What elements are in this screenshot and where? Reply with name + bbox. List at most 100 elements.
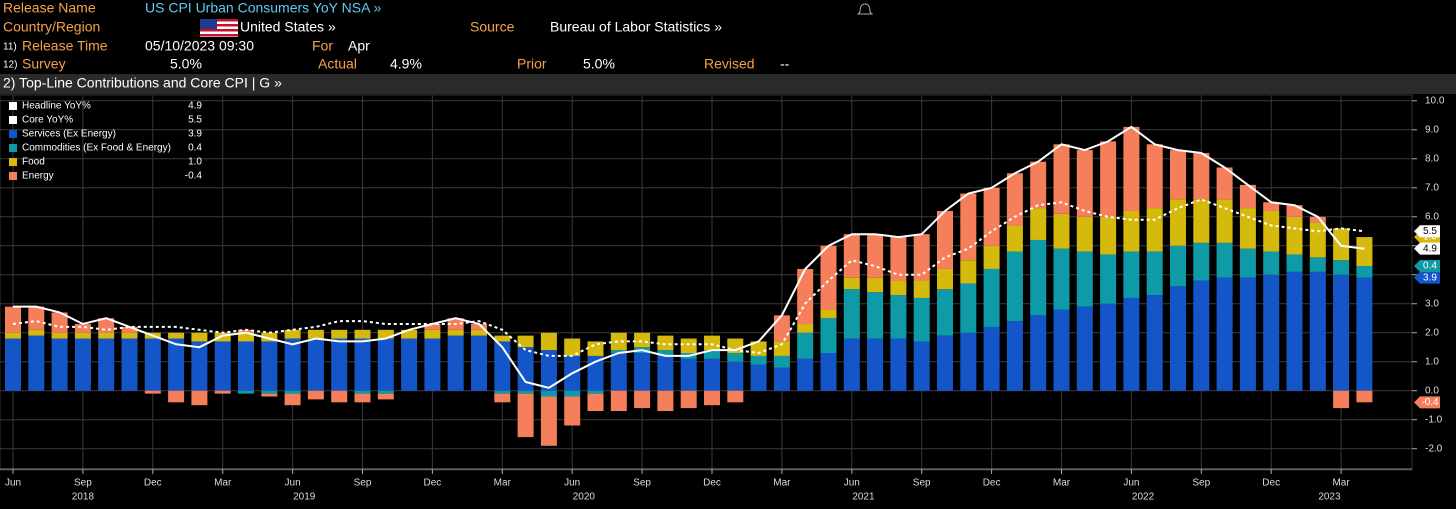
bar-segment <box>261 341 278 391</box>
bar-segment <box>401 338 418 391</box>
bar-segment <box>1123 126 1140 211</box>
bar-segment <box>1100 254 1117 304</box>
y-tick-label: 3.0 <box>1425 298 1439 309</box>
bar-segment <box>540 390 557 397</box>
bar-segment <box>354 393 371 403</box>
release-time-label: Release Time <box>22 38 108 54</box>
bar-segment <box>377 329 394 339</box>
bar-segment <box>377 338 394 391</box>
release-name[interactable]: US CPI Urban Consumers YoY NSA » <box>145 0 382 16</box>
bar-segment <box>704 350 720 359</box>
source[interactable]: Bureau of Labor Statistics » <box>550 19 722 35</box>
legend-label: Services (Ex Energy) <box>22 129 116 140</box>
bar-segment <box>447 329 464 336</box>
bar-segment <box>1030 315 1047 391</box>
bar-segment <box>168 338 185 391</box>
x-tick-label: Sep <box>913 478 931 489</box>
bar-segment <box>1309 271 1326 391</box>
y-tick-label: 7.0 <box>1425 182 1439 193</box>
bar-segment <box>1076 306 1093 391</box>
bar-segment <box>843 338 860 391</box>
legend-swatch <box>9 144 17 152</box>
bar-segment <box>1100 216 1117 255</box>
bar-segment <box>727 353 744 362</box>
bar-segment <box>937 268 953 290</box>
last-value-badge: -0.4 <box>1414 396 1440 409</box>
bar-segment <box>680 338 697 354</box>
bar-segment <box>471 324 487 330</box>
badge-label: 5.5 <box>1423 226 1437 237</box>
bar-segment <box>983 245 1000 269</box>
actual-label: Actual <box>318 56 357 72</box>
y-tick-label: -1.0 <box>1425 414 1443 425</box>
x-tick-label: Sep <box>633 478 651 489</box>
bar-segment <box>5 306 21 333</box>
bar-segment <box>238 390 254 394</box>
bar-segment <box>1146 295 1163 391</box>
bar-segment <box>773 367 790 391</box>
legend-swatch <box>9 172 17 180</box>
bar-segment <box>937 210 953 269</box>
section-title[interactable]: 2) Top-Line Contributions and Core CPI |… <box>3 75 282 91</box>
bar-segment <box>610 353 627 391</box>
bar-segment <box>1170 286 1186 391</box>
last-value-badge: 5.5 <box>1414 225 1440 238</box>
bar-segment <box>587 341 604 356</box>
bar-segment <box>960 193 977 261</box>
bar-segment <box>704 390 720 406</box>
y-tick-label: -2.0 <box>1425 443 1443 454</box>
legend-swatch <box>9 102 17 110</box>
bar-segment <box>1263 251 1280 275</box>
bar-segment <box>1076 150 1093 217</box>
bar-segment <box>1100 303 1117 391</box>
bar-segment <box>634 390 651 409</box>
bar-segment <box>680 390 697 409</box>
bar-segment <box>284 338 301 391</box>
country[interactable]: United States » <box>240 19 336 35</box>
bar-segment <box>634 332 651 348</box>
bar-segment <box>1170 199 1186 246</box>
bar-segment <box>1193 199 1210 243</box>
bar-segment <box>843 289 860 339</box>
bar-segment <box>144 338 161 391</box>
x-tick-label: Dec <box>703 478 721 489</box>
bar-segment <box>1239 277 1256 391</box>
badge-shape <box>1414 271 1440 284</box>
bar-segment <box>168 332 185 339</box>
x-tick-label: Sep <box>74 478 92 489</box>
bar-segment <box>960 283 977 333</box>
x-tick-label: Sep <box>1192 478 1210 489</box>
bar-segment <box>261 390 278 394</box>
bar-segment <box>890 237 907 281</box>
bar-segment <box>913 280 930 298</box>
bar-segment <box>98 338 115 391</box>
bar-segment <box>331 338 348 391</box>
bar-segment <box>867 234 884 278</box>
bar-segment <box>1309 222 1326 258</box>
bar-segment <box>191 332 208 342</box>
prior: 5.0% <box>583 56 615 72</box>
bar-segment <box>1123 297 1140 391</box>
country-label: Country/Region <box>3 19 100 35</box>
for-label: For <box>312 38 333 54</box>
bar-segment <box>214 390 231 394</box>
bar-segment <box>1356 390 1373 403</box>
bar-segment <box>867 338 884 391</box>
bar-segment <box>1333 260 1350 275</box>
bar-segment <box>937 335 953 391</box>
bar-segment <box>214 332 231 342</box>
source-label: Source <box>470 19 515 35</box>
x-tick-label: Dec <box>144 478 162 489</box>
legend-value: 5.5 <box>188 115 202 126</box>
year-label: 2023 <box>1318 492 1341 503</box>
bar-segment <box>820 353 837 391</box>
bar-segment <box>74 324 91 333</box>
bell-icon[interactable] <box>856 3 874 15</box>
bar-segment <box>1356 237 1373 267</box>
bar-segment <box>51 312 68 333</box>
bar-segment <box>307 390 324 400</box>
y-tick-label: 8.0 <box>1425 153 1439 164</box>
x-tick-label: Mar <box>494 478 512 489</box>
survey-label: Survey <box>22 56 66 72</box>
year-label: 2022 <box>1132 492 1155 503</box>
